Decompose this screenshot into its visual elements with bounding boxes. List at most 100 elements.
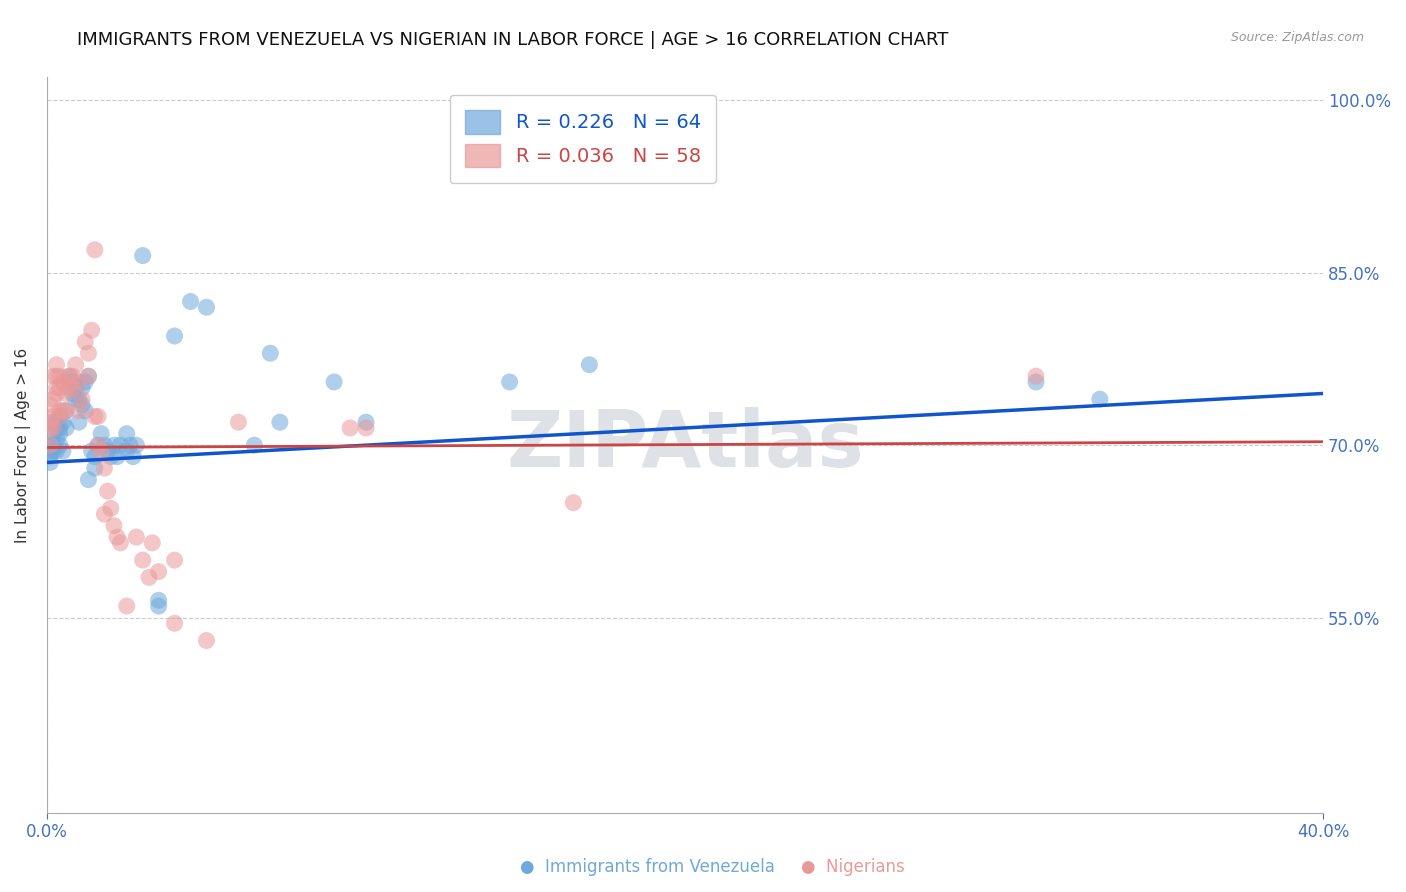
Point [65, 381, 87, 395]
Point [131, 553, 153, 567]
Point [1025, 375, 1047, 389]
Point [100, 501, 122, 516]
Point [52, 403, 75, 417]
Point [498, 375, 520, 389]
Point [100, 450, 122, 464]
Point [65, 358, 87, 372]
Point [39, 450, 62, 464]
Point [45, 358, 67, 372]
Point [55, 421, 77, 435]
Y-axis label: In Labor Force | Age > 16: In Labor Force | Age > 16 [15, 348, 31, 543]
Point [65, 392, 87, 407]
Point [55, 403, 77, 417]
Point [138, 570, 160, 584]
Point [42, 421, 65, 435]
Point [83, 409, 105, 424]
Point [77, 369, 100, 384]
Point [1025, 369, 1047, 384]
Point [45, 381, 67, 395]
Point [90, 444, 112, 458]
Point [93, 461, 115, 475]
Point [48, 409, 70, 424]
Point [58, 369, 80, 384]
Point [228, 415, 250, 429]
Point [87, 438, 110, 452]
Point [48, 438, 70, 452]
Point [83, 461, 105, 475]
Point [269, 415, 291, 429]
Point [323, 375, 346, 389]
Point [67, 415, 90, 429]
Point [67, 392, 90, 407]
Point [39, 415, 62, 429]
Point [148, 599, 170, 613]
Point [110, 536, 132, 550]
Point [131, 249, 153, 263]
Point [62, 375, 84, 389]
Point [163, 553, 186, 567]
Point [42, 444, 65, 458]
Point [97, 484, 120, 499]
Point [148, 565, 170, 579]
Text: ●  Nigerians: ● Nigerians [801, 858, 905, 876]
Point [562, 495, 585, 509]
Point [354, 421, 377, 435]
Point [83, 450, 105, 464]
Point [83, 243, 105, 257]
Point [148, 593, 170, 607]
Point [48, 421, 70, 435]
Point [39, 398, 62, 412]
Point [97, 444, 120, 458]
Point [67, 403, 90, 417]
Point [52, 415, 75, 429]
Point [354, 415, 377, 429]
Point [48, 403, 70, 417]
Text: IMMIGRANTS FROM VENEZUELA VS NIGERIAN IN LABOR FORCE | AGE > 16 CORRELATION CHAR: IMMIGRANTS FROM VENEZUELA VS NIGERIAN IN… [77, 31, 949, 49]
Point [39, 438, 62, 452]
Point [67, 375, 90, 389]
Point [110, 438, 132, 452]
Point [42, 392, 65, 407]
Text: Source: ZipAtlas.com: Source: ZipAtlas.com [1230, 31, 1364, 45]
Point [125, 530, 148, 544]
Point [180, 294, 202, 309]
Point [75, 334, 97, 349]
Point [93, 438, 115, 452]
Point [141, 536, 163, 550]
Point [62, 386, 84, 401]
Point [122, 450, 145, 464]
Point [55, 386, 77, 401]
Point [103, 438, 125, 452]
Point [115, 599, 138, 613]
Point [80, 323, 103, 337]
Point [39, 455, 62, 469]
Point [70, 381, 93, 395]
Point [52, 444, 75, 458]
Point [45, 386, 67, 401]
Point [163, 616, 186, 631]
Point [42, 426, 65, 441]
Point [77, 346, 100, 360]
Point [87, 409, 110, 424]
Point [42, 369, 65, 384]
Point [45, 369, 67, 384]
Point [105, 450, 128, 464]
Point [58, 375, 80, 389]
Point [77, 473, 100, 487]
Point [115, 426, 138, 441]
Point [77, 369, 100, 384]
Point [339, 421, 361, 435]
Point [75, 375, 97, 389]
Point [93, 507, 115, 521]
Point [105, 530, 128, 544]
Point [39, 444, 62, 458]
Point [62, 369, 84, 384]
Point [58, 381, 80, 395]
Text: ●  Immigrants from Venezuela: ● Immigrants from Venezuela [520, 858, 775, 876]
Point [52, 375, 75, 389]
Point [103, 518, 125, 533]
Point [39, 438, 62, 452]
Point [45, 444, 67, 458]
Point [75, 403, 97, 417]
Point [39, 421, 62, 435]
